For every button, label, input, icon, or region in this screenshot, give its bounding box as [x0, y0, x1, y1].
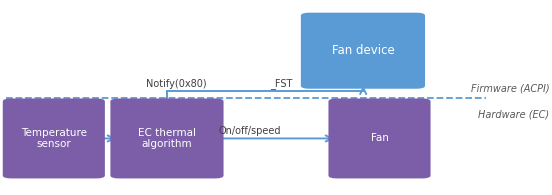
Text: Temperature
sensor: Temperature sensor: [21, 128, 87, 149]
FancyBboxPatch shape: [110, 98, 224, 178]
FancyBboxPatch shape: [328, 98, 431, 178]
FancyBboxPatch shape: [301, 13, 425, 89]
Text: On/off/speed: On/off/speed: [218, 126, 280, 136]
Text: Firmware (ACPI): Firmware (ACPI): [471, 84, 549, 94]
FancyBboxPatch shape: [3, 98, 105, 178]
Text: Hardware (EC): Hardware (EC): [478, 109, 549, 119]
Text: EC thermal
algorithm: EC thermal algorithm: [138, 128, 196, 149]
Text: Fan device: Fan device: [332, 44, 394, 57]
Text: Fan: Fan: [370, 133, 389, 144]
Text: Notify(0x80): Notify(0x80): [146, 79, 207, 89]
Text: _FST: _FST: [270, 78, 293, 89]
